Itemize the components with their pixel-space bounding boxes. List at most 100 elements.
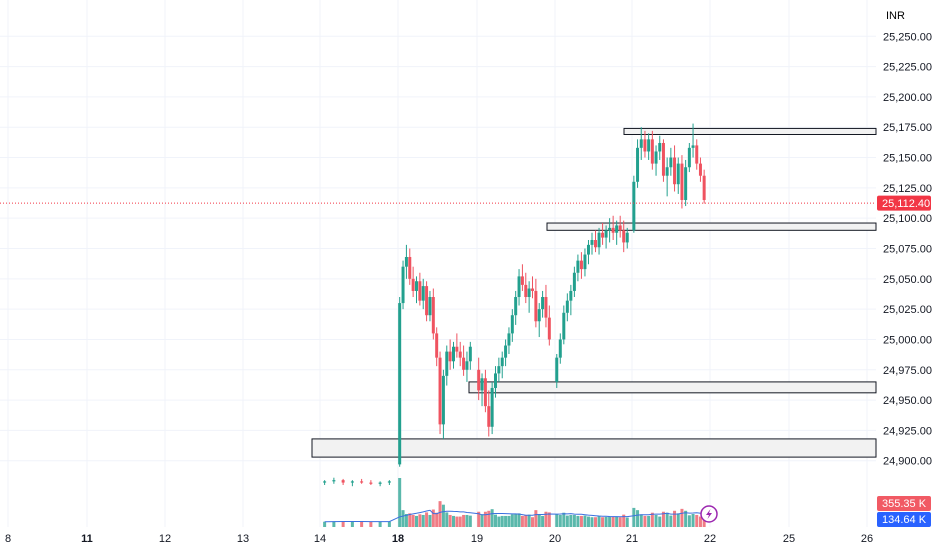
candlesticks[interactable]	[323, 123, 706, 487]
candle-body[interactable]	[483, 378, 487, 407]
candle-body[interactable]	[650, 139, 654, 164]
candle-body[interactable]	[441, 375, 445, 425]
candle-body[interactable]	[632, 181, 636, 231]
candle-body[interactable]	[597, 232, 601, 248]
candle-body[interactable]	[360, 481, 364, 483]
support-resistance-zones[interactable]	[311, 127, 877, 458]
candle-body[interactable]	[494, 373, 497, 388]
candle-body[interactable]	[586, 244, 590, 255]
candle-body[interactable]	[684, 167, 688, 200]
candle-body[interactable]	[504, 345, 508, 358]
candle-body[interactable]	[541, 297, 545, 310]
candle-body[interactable]	[698, 163, 702, 176]
candle-body[interactable]	[435, 333, 439, 358]
candle-body[interactable]	[507, 333, 511, 346]
candle-body[interactable]	[572, 272, 576, 291]
candle-body[interactable]	[608, 227, 612, 231]
candle-body[interactable]	[661, 142, 665, 176]
candle-body[interactable]	[636, 147, 640, 182]
candle-body[interactable]	[350, 481, 354, 483]
candle-body[interactable]	[323, 481, 327, 483]
candle-body[interactable]	[465, 361, 469, 370]
candle-body[interactable]	[562, 312, 566, 340]
candle-body[interactable]	[452, 346, 455, 362]
candle-body[interactable]	[615, 225, 619, 233]
candle-body[interactable]	[408, 256, 412, 279]
price-axis[interactable]: INR 24,900.00 24,925.00 24,950.00 24,975.00…	[883, 10, 932, 468]
candle-body[interactable]	[378, 482, 382, 484]
candle-body[interactable]	[527, 288, 531, 298]
candle-body[interactable]	[455, 346, 459, 352]
candle-body[interactable]	[418, 281, 422, 301]
candle-body[interactable]	[639, 139, 643, 148]
candle-body[interactable]	[404, 256, 408, 267]
candle-body[interactable]	[558, 339, 562, 358]
candle-body[interactable]	[565, 300, 569, 313]
candle-body[interactable]	[341, 480, 345, 483]
candle-body[interactable]	[658, 142, 662, 152]
time-axis[interactable]: 8 11 12 13 14 18 19 20 21 22 25 26	[5, 533, 873, 545]
candle-body[interactable]	[654, 151, 658, 164]
candle-body[interactable]	[583, 254, 587, 270]
candle-body[interactable]	[691, 145, 695, 148]
candle-body[interactable]	[544, 297, 548, 318]
candle-body[interactable]	[428, 297, 432, 316]
candle-body[interactable]	[398, 303, 402, 465]
candle-body[interactable]	[590, 240, 594, 245]
candle-body[interactable]	[490, 387, 494, 427]
candle-body[interactable]	[369, 482, 373, 484]
candle-body[interactable]	[680, 163, 684, 200]
candle-body[interactable]	[534, 290, 538, 322]
price-zone[interactable]	[468, 381, 877, 394]
candle-body[interactable]	[401, 266, 405, 304]
candle-body[interactable]	[665, 167, 669, 176]
candle-body[interactable]	[411, 278, 415, 291]
candle-body[interactable]	[517, 276, 521, 298]
candle-body[interactable]	[445, 351, 449, 376]
candle-body[interactable]	[695, 145, 699, 164]
candle-body[interactable]	[510, 315, 514, 334]
candle-body[interactable]	[387, 481, 391, 483]
candle-body[interactable]	[702, 175, 706, 200]
candle-body[interactable]	[669, 157, 673, 168]
candle-body[interactable]	[579, 260, 583, 270]
candle-body[interactable]	[531, 288, 534, 291]
candle-body[interactable]	[643, 139, 647, 152]
candle-body[interactable]	[514, 297, 518, 316]
candle-body[interactable]	[625, 232, 629, 243]
candle-body[interactable]	[687, 147, 691, 168]
price-zone[interactable]	[546, 222, 877, 231]
candle-body[interactable]	[448, 351, 452, 362]
candle-body[interactable]	[431, 297, 435, 334]
candle-body[interactable]	[477, 369, 481, 391]
candle-body[interactable]	[487, 406, 491, 427]
price-zone[interactable]	[623, 127, 877, 135]
candle-body[interactable]	[415, 281, 418, 291]
candle-body[interactable]	[676, 163, 680, 185]
price-zone[interactable]	[311, 438, 877, 458]
candle-body[interactable]	[594, 240, 598, 248]
candle-body[interactable]	[576, 260, 580, 273]
candle-body[interactable]	[555, 357, 559, 382]
candle-body[interactable]	[438, 357, 442, 425]
candle-body[interactable]	[618, 225, 622, 231]
lightning-icon[interactable]	[700, 505, 718, 523]
candle-body[interactable]	[520, 276, 524, 285]
candle-body[interactable]	[622, 230, 626, 243]
candle-body[interactable]	[462, 357, 466, 370]
candle-body[interactable]	[611, 227, 615, 233]
candle-body[interactable]	[480, 378, 484, 391]
candle-body[interactable]	[601, 232, 605, 238]
candle-body[interactable]	[604, 230, 608, 238]
candle-body[interactable]	[547, 317, 551, 340]
candle-body[interactable]	[497, 366, 501, 374]
candle-body[interactable]	[332, 480, 336, 482]
candle-body[interactable]	[421, 286, 425, 301]
candle-body[interactable]	[673, 157, 677, 185]
candle-body[interactable]	[468, 346, 472, 362]
candle-body[interactable]	[458, 351, 462, 358]
candle-body[interactable]	[569, 290, 573, 301]
candle-body[interactable]	[537, 309, 541, 322]
candle-body[interactable]	[647, 139, 651, 152]
